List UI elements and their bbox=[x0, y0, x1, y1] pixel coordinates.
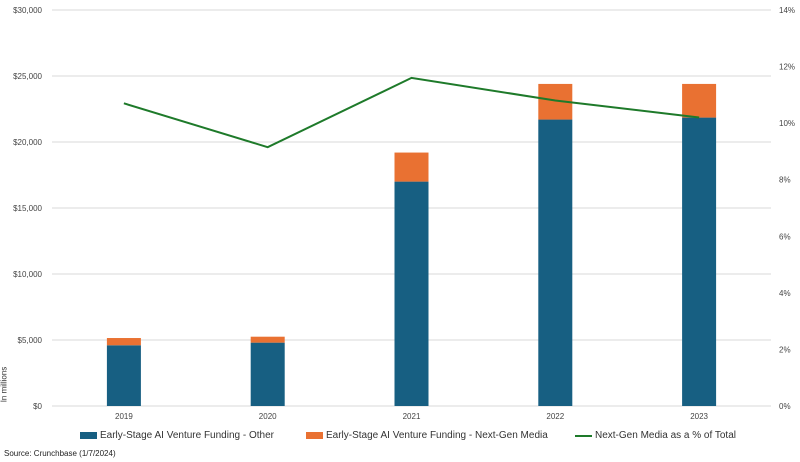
bar-other bbox=[394, 181, 429, 406]
y2-tick-label: 6% bbox=[779, 232, 791, 241]
y2-tick-label: 12% bbox=[779, 63, 795, 72]
y-tick-label: $15,000 bbox=[13, 204, 42, 213]
legend-item-other: Early-Stage AI Venture Funding - Other bbox=[80, 430, 274, 441]
legend-label-pct: Next-Gen Media as a % of Total bbox=[595, 430, 736, 441]
y-tick-label: $25,000 bbox=[13, 72, 42, 81]
legend-swatch-next-gen bbox=[306, 432, 323, 439]
bar-next-gen bbox=[394, 152, 429, 182]
y-tick-label: $0 bbox=[33, 402, 42, 411]
bar-next-gen bbox=[250, 336, 285, 343]
x-tick-label: 2019 bbox=[115, 412, 133, 421]
legend-line-pct bbox=[575, 434, 592, 437]
y-tick-label: $10,000 bbox=[13, 270, 42, 279]
y-tick-label: $20,000 bbox=[13, 138, 42, 147]
legend-label-next-gen: Early-Stage AI Venture Funding - Next-Ge… bbox=[326, 430, 548, 441]
bar-other bbox=[538, 119, 573, 406]
legend-item-next-gen: Early-Stage AI Venture Funding - Next-Ge… bbox=[306, 430, 548, 441]
y2-tick-label: 2% bbox=[779, 345, 791, 354]
bar-other bbox=[250, 342, 285, 406]
x-tick-label: 2020 bbox=[259, 412, 277, 421]
y2-tick-label: 8% bbox=[779, 176, 791, 185]
y2-tick-label: 0% bbox=[779, 402, 791, 411]
pct-line bbox=[123, 76, 700, 149]
y2-tick-label: 10% bbox=[779, 119, 795, 128]
y-axis-label: In millions bbox=[0, 366, 9, 403]
legend-item-pct: Next-Gen Media as a % of Total bbox=[575, 430, 736, 441]
bar-other bbox=[682, 117, 717, 406]
x-tick-label: 2022 bbox=[546, 412, 564, 421]
y-tick-label: $30,000 bbox=[13, 6, 42, 15]
legend-swatch-other bbox=[80, 432, 97, 439]
bar-other bbox=[106, 345, 141, 406]
source-note: Source: Crunchbase (1/7/2024) bbox=[4, 449, 116, 458]
x-tick-label: 2023 bbox=[690, 412, 708, 421]
y-tick-label: $5,000 bbox=[18, 336, 43, 345]
y2-tick-label: 4% bbox=[779, 289, 791, 298]
bar-next-gen bbox=[106, 338, 141, 346]
legend-label-other: Early-Stage AI Venture Funding - Other bbox=[100, 430, 274, 441]
x-tick-label: 2021 bbox=[403, 412, 421, 421]
bar-next-gen bbox=[682, 83, 717, 118]
y2-tick-label: 14% bbox=[779, 6, 795, 15]
